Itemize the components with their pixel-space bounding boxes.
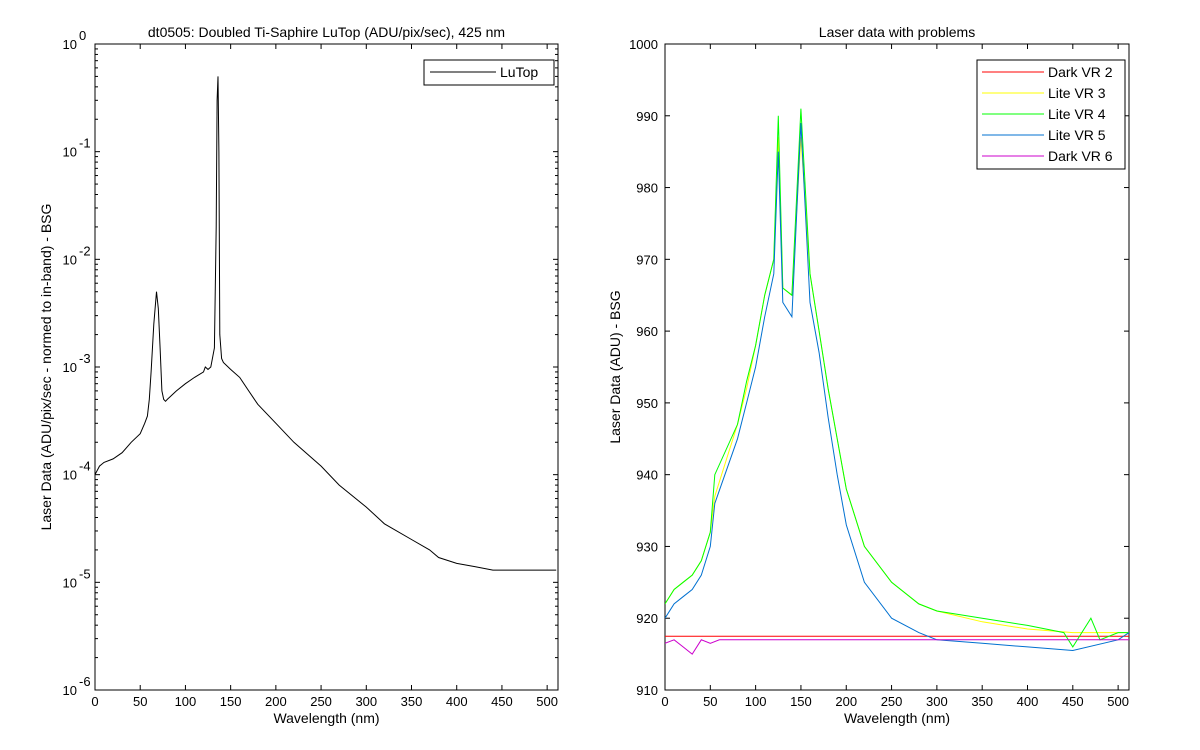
legend-label-5: Dark VR 6 <box>1048 148 1113 164</box>
legend: Dark VR 2 Lite VR 3 Lite VR 4 Lite VR 5 Dark… <box>976 59 1126 170</box>
x-tick-label: 150 <box>790 694 812 709</box>
legend-label-2: Lite VR 3 <box>1048 85 1106 101</box>
x-tick-label: 300 <box>355 694 377 709</box>
x-tick-label: 500 <box>536 694 558 709</box>
x-tick-label: 0 <box>661 694 668 709</box>
x-axis-label: Wavelength (nm) <box>273 710 379 726</box>
x-tick-label: 100 <box>175 694 197 709</box>
y-tick-exponent: -5 <box>79 566 91 581</box>
chart-2: Laser data with problems 0 50 100 150 200 250 3… <box>607 24 1130 726</box>
x-tick-label: 450 <box>491 694 513 709</box>
y-tick-label: 950 <box>636 396 658 411</box>
y-tick-exponent: -1 <box>79 136 91 151</box>
y-tick-label: 10 <box>63 683 77 698</box>
x-tick-label: 300 <box>926 694 948 709</box>
legend-label-1: LuTop <box>500 64 538 80</box>
x-tick-label: 0 <box>91 694 98 709</box>
y-tick-label: 10 <box>63 468 77 483</box>
y-tick-exponent: -4 <box>79 459 91 474</box>
legend-label-3: Lite VR 4 <box>1048 106 1106 122</box>
y-tick-label: 10 <box>63 360 77 375</box>
x-tick-label: 150 <box>220 694 242 709</box>
chart-title: dt0505: Doubled Ti-Saphire LuTop (ADU/pi… <box>148 24 505 40</box>
x-tick-label: 500 <box>1107 694 1129 709</box>
x-tick-label: 50 <box>703 694 717 709</box>
series-line-1 <box>95 76 557 571</box>
x-tick-label: 350 <box>971 694 993 709</box>
y-tick-label: 920 <box>636 611 658 626</box>
x-tick-label: 200 <box>835 694 857 709</box>
series-line-5 <box>665 639 1129 655</box>
y-tick-label: 930 <box>636 539 658 554</box>
x-tick-label: 50 <box>133 694 147 709</box>
plot-frame <box>94 43 559 691</box>
x-tick-label: 250 <box>310 694 332 709</box>
chart-1: dt0505: Doubled Ti-Saphire LuTop (ADU/pi… <box>38 24 559 726</box>
x-axis-label: Wavelength (nm) <box>844 710 950 726</box>
y-tick-exponent: -3 <box>79 351 91 366</box>
y-tick-exponent: -2 <box>79 243 91 258</box>
y-tick-label: 980 <box>636 181 658 196</box>
y-axis-label: Laser Data (ADU) - BSG <box>607 290 623 443</box>
y-axis-label: Laser Data (ADU/pix/sec - normed to in-b… <box>38 204 54 531</box>
y-tick-label: 10 <box>63 145 77 160</box>
y-tick-exponent: -6 <box>79 674 91 689</box>
series-line-4 <box>665 122 1129 652</box>
legend: LuTop <box>423 59 555 86</box>
x-tick-label: 200 <box>265 694 287 709</box>
x-tick-label: 400 <box>446 694 468 709</box>
series-line-3 <box>665 108 1129 648</box>
legend-label-4: Lite VR 5 <box>1048 127 1106 143</box>
y-tick-label: 1000 <box>629 37 658 52</box>
x-tick-label: 350 <box>401 694 423 709</box>
y-tick-exponent: 0 <box>79 28 86 43</box>
y-tick-label: 910 <box>636 683 658 698</box>
y-tick-label: 960 <box>636 324 658 339</box>
x-tick-label: 400 <box>1017 694 1039 709</box>
chart-title: Laser data with problems <box>819 24 975 40</box>
x-tick-label: 250 <box>881 694 903 709</box>
x-tick-label: 100 <box>745 694 767 709</box>
legend-label-1: Dark VR 2 <box>1048 64 1113 80</box>
y-tick-label: 10 <box>63 252 77 267</box>
y-tick-label: 990 <box>636 109 658 124</box>
y-tick-label: 970 <box>636 252 658 267</box>
x-tick-label: 450 <box>1062 694 1084 709</box>
y-tick-label: 10 <box>63 37 77 52</box>
y-tick-label: 940 <box>636 468 658 483</box>
y-tick-label: 10 <box>63 575 77 590</box>
